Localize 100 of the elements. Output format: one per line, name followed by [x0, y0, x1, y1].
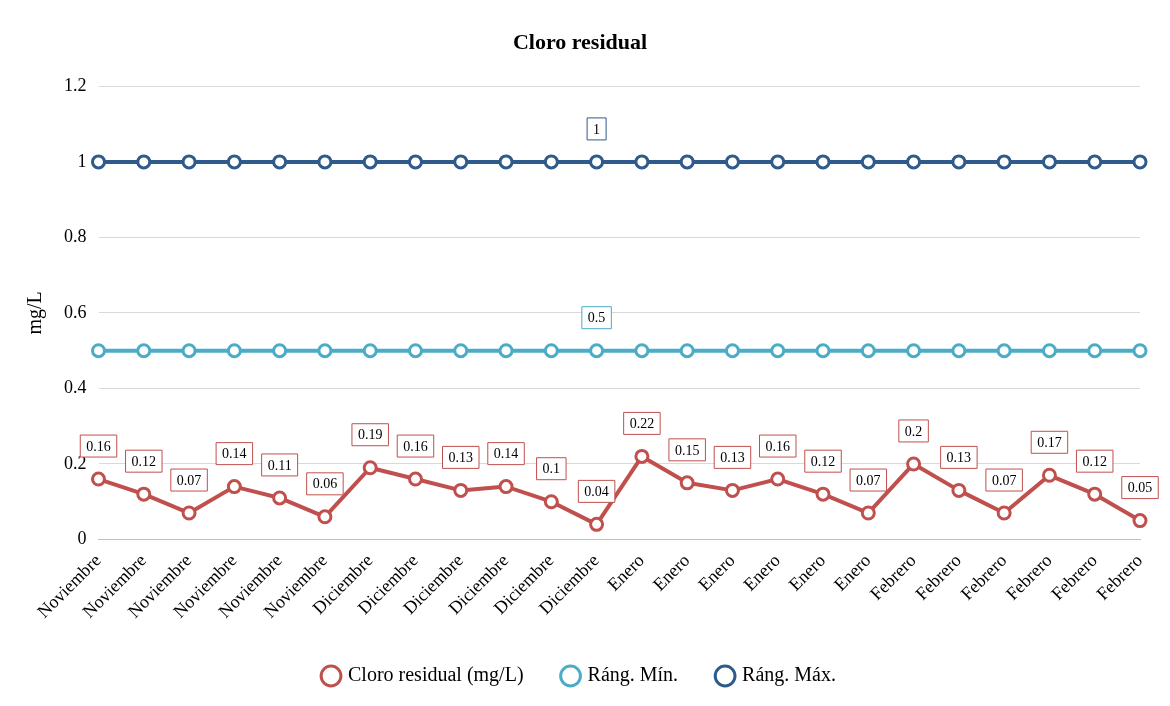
point: [996, 505, 1012, 521]
point: [181, 154, 197, 170]
point: [272, 490, 288, 506]
data-label: 0.14: [493, 446, 519, 462]
point: [724, 343, 740, 359]
point: [589, 343, 605, 359]
point: [136, 154, 152, 170]
data-label: 0.07: [856, 472, 881, 488]
data-label: 0.12: [810, 453, 836, 469]
point: [1132, 343, 1148, 359]
data-label: 0.04: [584, 484, 609, 500]
point: [453, 343, 469, 359]
y-tick-label: 0.6: [64, 301, 87, 322]
point: [951, 154, 967, 170]
point: [770, 154, 786, 170]
point: [498, 343, 514, 359]
point: [272, 154, 288, 170]
point: [770, 471, 786, 487]
point: [951, 343, 967, 359]
point: [226, 154, 242, 170]
point: [362, 154, 378, 170]
point: [860, 505, 876, 521]
legend-label: Cloro residual (mg/L): [348, 663, 524, 687]
point: [317, 154, 333, 170]
point: [770, 343, 786, 359]
point: [91, 343, 106, 359]
data-label: 1: [593, 121, 601, 137]
point: [724, 482, 740, 498]
data-label: 0.13: [946, 450, 972, 466]
point: [634, 154, 650, 170]
point: [407, 154, 423, 170]
chart-title: Cloro residual: [512, 28, 648, 54]
point: [906, 456, 922, 472]
point: [226, 343, 242, 359]
point: [634, 343, 650, 359]
point: [181, 505, 197, 521]
data-label: 0.2: [904, 423, 923, 439]
point: [453, 482, 469, 498]
point: [1132, 154, 1148, 170]
point: [91, 154, 106, 170]
legend-label: Ráng. Máx.: [742, 663, 836, 687]
point: [996, 343, 1012, 359]
point: [543, 343, 559, 359]
data-label: 0.07: [176, 472, 202, 488]
point: [498, 479, 514, 495]
point: [951, 482, 967, 498]
point: [136, 343, 152, 359]
point: [1087, 154, 1103, 170]
data-label: 0.16: [86, 438, 111, 454]
point: [181, 343, 197, 359]
data-label: 0.16: [403, 438, 428, 454]
y-tick-label: 0.8: [64, 226, 87, 247]
data-label: 0.17: [1037, 434, 1062, 450]
data-label: 0.16: [765, 438, 790, 454]
data-label: 0.12: [1082, 453, 1107, 469]
point: [906, 343, 922, 359]
point: [362, 460, 378, 476]
data-label: 0.19: [357, 427, 383, 443]
point: [407, 343, 423, 359]
point: [1087, 343, 1103, 359]
point: [860, 343, 876, 359]
data-label: 0.1: [542, 461, 561, 477]
point: [1041, 467, 1057, 483]
point: [543, 494, 559, 510]
point: [1132, 513, 1148, 529]
y-tick-label: 0: [77, 528, 87, 549]
data-label: 0.14: [222, 446, 247, 462]
point: [860, 154, 876, 170]
point: [272, 343, 288, 359]
point: [679, 343, 695, 359]
y-tick-label: 1: [77, 150, 87, 171]
data-label: 0.12: [131, 453, 157, 469]
point: [815, 154, 831, 170]
point: [815, 486, 831, 502]
point: [1087, 486, 1103, 502]
y-tick-label: 1.2: [64, 75, 87, 96]
point: [136, 486, 152, 502]
point: [362, 343, 378, 359]
point: [589, 516, 605, 532]
point: [679, 154, 695, 170]
y-tick-label: 0.4: [64, 377, 87, 398]
point: [453, 154, 469, 170]
data-label: 0.05: [1127, 480, 1153, 496]
data-label: 0.22: [629, 416, 655, 432]
data-label: 0.11: [267, 457, 292, 473]
y-axis-title: mg/L: [23, 291, 47, 335]
point: [724, 154, 740, 170]
point: [906, 154, 922, 170]
point: [543, 154, 559, 170]
point: [815, 343, 831, 359]
point: [679, 475, 695, 491]
data-label: 0.15: [674, 442, 700, 458]
point: [634, 448, 650, 464]
point: [589, 154, 605, 170]
point: [317, 343, 333, 359]
data-label: 0.07: [991, 472, 1017, 488]
point: [91, 471, 106, 487]
point: [996, 154, 1012, 170]
point: [1041, 154, 1057, 170]
data-label: 0.5: [587, 310, 606, 326]
